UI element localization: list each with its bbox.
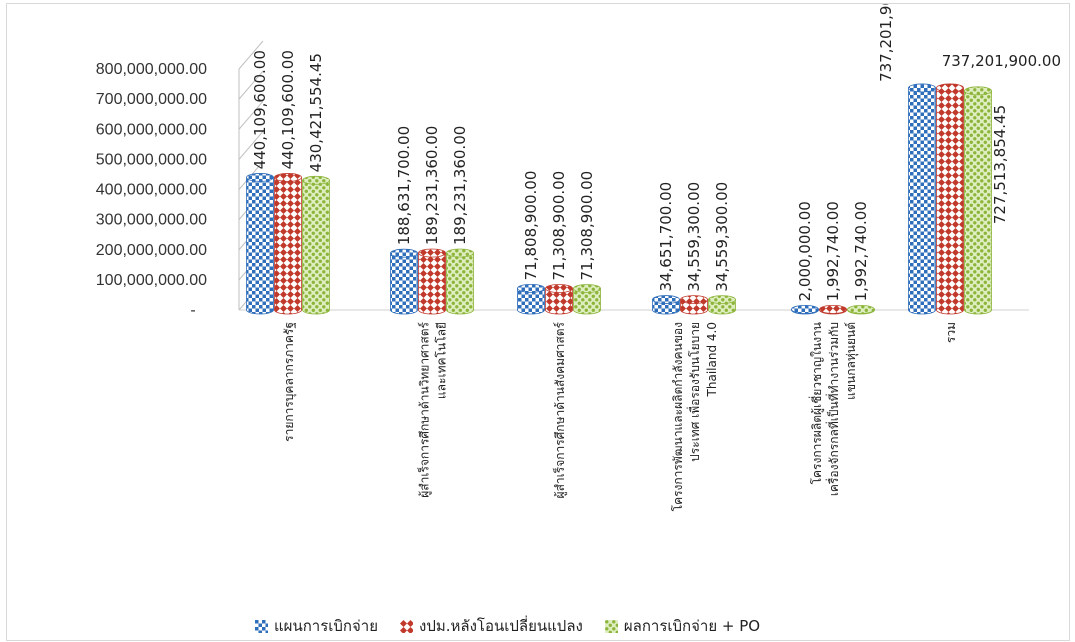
y-tick-label: 200,000,000.00 <box>96 242 207 259</box>
legend: แผนการเบิกจ่าย งปม.หลังโอนเปลี่ยนแปลง ผลกา… <box>255 614 760 638</box>
bar <box>964 86 992 315</box>
category-label-line: ผู้สำเร็จการศึกษาด้านสังคมศาสตร์ <box>552 321 568 498</box>
legend-label: ผลการเบิกจ่าย + PO <box>623 617 761 635</box>
bar-chart: - 100,000,000.00 200,000,000.00 300,000,000… <box>96 4 1061 511</box>
y-tick-label: 100,000,000.00 <box>96 272 207 289</box>
data-label: 440,109,600.00 <box>279 50 297 169</box>
y-tick-label: - <box>190 302 195 319</box>
data-label: 430,421,554.45 <box>307 53 325 172</box>
bar <box>573 284 601 315</box>
bar <box>708 295 736 315</box>
category-label: ผู้สำเร็จการศึกษาด้านวิทยาศาสตร์ และเทคโน… <box>417 321 449 497</box>
bar <box>302 175 330 315</box>
category-label: โครงการผลิตผู้เชี่ยวชาญในงาน เครื่องจักรก… <box>808 322 859 496</box>
category-label: ผู้สำเร็จการศึกษาด้านสังคมศาสตร์ <box>552 321 568 498</box>
category-label-line: แขนกลหุ่นยนต์ <box>844 322 859 400</box>
data-label: 34,651,700.00 <box>657 182 675 292</box>
bar <box>936 83 964 315</box>
data-label: 737,201,900.00 <box>877 4 895 82</box>
category-label-line: เครื่องจักรกลที่เป็นที่ทำงานร่วมกับ <box>825 322 841 496</box>
bar <box>274 173 302 315</box>
data-label: 189,231,360.00 <box>451 126 469 245</box>
gridline <box>238 131 264 160</box>
chart-frame: - 100,000,000.00 200,000,000.00 300,000,000… <box>6 3 1070 641</box>
y-tick-label: 700,000,000.00 <box>96 91 207 108</box>
bar <box>819 304 847 315</box>
bar <box>652 295 680 315</box>
category-label-line: Thailand 4.0 <box>705 322 719 397</box>
data-label: 71,308,900.00 <box>550 171 568 281</box>
legend-swatch <box>255 619 268 633</box>
data-label: 727,513,854.45 <box>991 105 1009 224</box>
category-label: โครงการพัฒนาและผลิตกำลังคนของ ประเทศ เพื่… <box>671 322 719 511</box>
category-label: รายการบุคลากรภาครัฐ <box>282 322 297 442</box>
legend-label: แผนการเบิกจ่าย <box>274 617 379 635</box>
bar <box>246 173 274 315</box>
y-tick-label: 800,000,000.00 <box>96 61 207 78</box>
bar <box>791 304 819 315</box>
legend-swatch <box>604 619 618 633</box>
data-label: 71,308,900.00 <box>578 171 596 281</box>
data-label: 71,808,900.00 <box>522 171 540 281</box>
bar <box>908 83 936 315</box>
legend-label: งปม.หลังโอนเปลี่ยนแปลง <box>419 617 583 635</box>
data-label: 2,000,000.00 <box>796 201 814 301</box>
category-label-line: ผู้สำเร็จการศึกษาด้านวิทยาศาสตร์ <box>417 321 433 497</box>
gridline <box>238 70 264 100</box>
y-tick-label: 600,000,000.00 <box>96 121 207 138</box>
bar <box>680 295 708 315</box>
legend-item: ผลการเบิกจ่าย + PO <box>604 614 761 638</box>
y-tick-label: 300,000,000.00 <box>96 212 207 229</box>
gridline <box>238 100 264 130</box>
category-label-line: โครงการพัฒนาและผลิตกำลังคนของ <box>671 322 685 511</box>
bar <box>847 304 875 315</box>
category-label-line: และเทคโนโลยี <box>435 322 449 399</box>
category-label-line: โครงการผลิตผู้เชี่ยวชาญในงาน <box>808 322 825 484</box>
legend-item: แผนการเบิกจ่าย <box>255 614 378 638</box>
category-label-line: รายการบุคลากรภาครัฐ <box>282 322 297 442</box>
category-label: รวม <box>944 322 958 343</box>
bar <box>446 248 474 315</box>
data-label: 34,559,300.00 <box>685 182 703 292</box>
y-tick-label: 500,000,000.00 <box>96 151 207 168</box>
data-label: 189,231,360.00 <box>423 126 441 245</box>
bar <box>517 283 545 315</box>
bar <box>390 248 418 315</box>
legend-swatch <box>400 619 414 633</box>
legend-item: งปม.หลังโอนเปลี่ยนแปลง <box>400 614 583 638</box>
data-label: 1,992,740.00 <box>824 201 842 301</box>
category-label-line: รวม <box>944 322 958 343</box>
gridline <box>238 40 264 70</box>
category-label-line: ประเทศ เพื่อรองรับนโยบาย <box>686 322 702 462</box>
y-tick-label: 400,000,000.00 <box>96 182 207 199</box>
data-label: 737,201,900.00 <box>942 52 1061 70</box>
bar <box>545 284 573 315</box>
data-label: 34,559,300.00 <box>713 182 731 292</box>
bar <box>418 248 446 315</box>
data-label: 1,992,740.00 <box>852 201 870 301</box>
data-label: 188,631,700.00 <box>395 126 413 245</box>
data-label: 440,109,600.00 <box>251 50 269 169</box>
